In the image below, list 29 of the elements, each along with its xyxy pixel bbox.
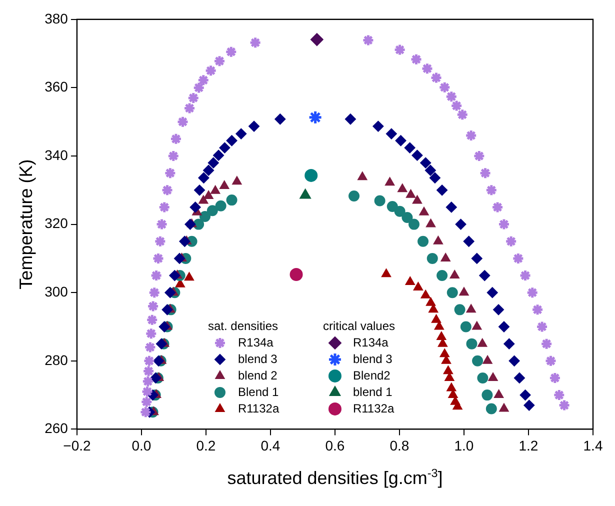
x-tick-label: 0.0	[132, 437, 152, 454]
x-tick-label: 1.0	[454, 437, 474, 454]
y-tick-label: 360	[44, 78, 68, 95]
legend-label: R134a	[238, 335, 274, 350]
y-axis-title: Temperature (K)	[16, 159, 36, 290]
legend-label: R1132a	[352, 401, 394, 416]
x-tick-label: −0.2	[63, 437, 91, 454]
legend-label: Blend 1	[238, 384, 280, 399]
y-tick-label: 320	[44, 215, 68, 232]
y-tick-label: 340	[44, 146, 68, 163]
x-tick-label: 0.2	[196, 437, 216, 454]
legend-label: blend 3	[352, 352, 393, 366]
legend-title: sat. densities	[208, 318, 278, 333]
annotation: critical values	[322, 318, 396, 333]
x-tick-label: 0.6	[325, 437, 345, 454]
legend-label: R1132a	[238, 401, 280, 416]
x-tick-label: 1.4	[583, 437, 603, 454]
y-tick-label: 380	[44, 10, 68, 26]
y-tick-label: 280	[44, 352, 68, 368]
x-tick-label: 0.4	[260, 437, 280, 454]
y-tick-label: 260	[44, 420, 68, 436]
legend-label: blend 3	[238, 352, 278, 366]
y-tick-label: 300	[44, 283, 68, 300]
legend-label: R134a	[352, 335, 389, 350]
legend-label: blend 1	[352, 384, 393, 399]
legend-label: blend 2	[238, 368, 278, 382]
x-tick-label: 0.8	[390, 437, 410, 454]
x-tick-label: 1.2	[518, 437, 538, 454]
legend-label: Blend2	[352, 368, 391, 382]
